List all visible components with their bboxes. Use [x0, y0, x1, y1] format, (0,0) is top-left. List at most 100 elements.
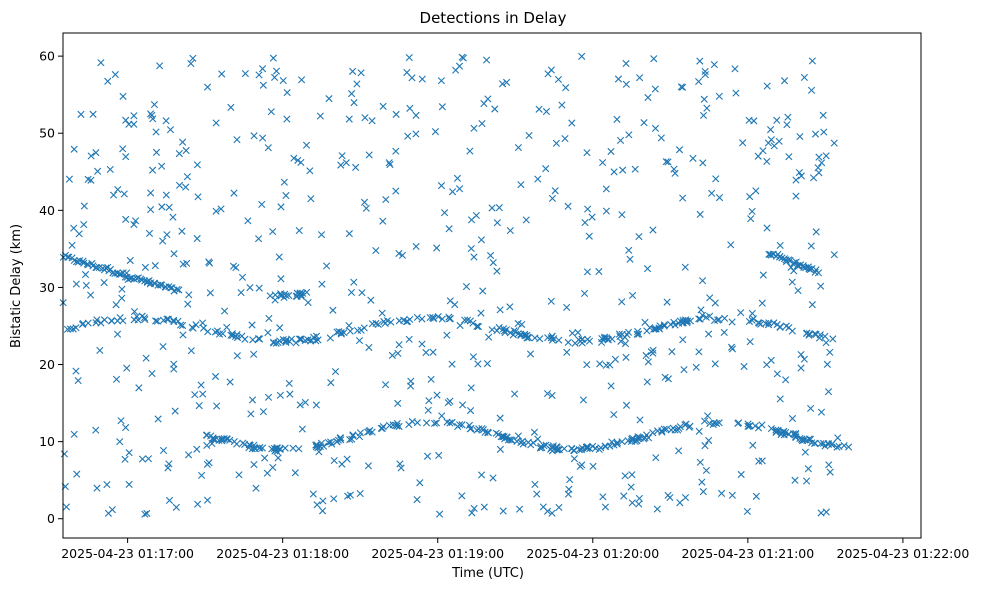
data-point-x-marker	[620, 492, 628, 500]
data-point-x-marker	[584, 205, 592, 213]
data-point-x-marker	[185, 291, 193, 299]
data-point-x-marker	[314, 336, 322, 344]
data-point-x-marker	[701, 442, 709, 450]
data-point-x-marker	[679, 316, 687, 324]
data-point-x-marker	[618, 211, 626, 219]
data-point-x-marker	[715, 315, 723, 324]
data-point-x-marker	[265, 314, 273, 323]
data-point-x-marker	[758, 421, 766, 429]
data-point-x-marker	[583, 268, 592, 276]
data-point-x-marker	[331, 367, 340, 376]
data-point-x-marker	[316, 112, 324, 120]
data-point-x-marker	[149, 115, 157, 123]
data-point-x-marker	[307, 195, 315, 203]
data-point-x-marker	[649, 226, 657, 234]
data-point-x-marker	[776, 241, 784, 250]
data-point-x-marker	[360, 198, 369, 206]
data-point-x-marker	[212, 119, 220, 127]
data-point-x-marker	[347, 288, 356, 297]
data-point-x-marker	[418, 315, 426, 323]
data-point-x-marker	[469, 319, 477, 327]
data-point-x-marker	[206, 289, 214, 297]
data-point-x-marker	[364, 462, 373, 470]
data-point-x-marker	[451, 301, 459, 309]
data-point-x-marker	[506, 226, 514, 235]
data-point-x-marker	[498, 80, 507, 88]
data-point-x-marker	[255, 71, 263, 79]
data-point-x-marker	[93, 316, 101, 324]
data-point-x-marker	[381, 381, 390, 389]
data-point-x-marker	[822, 339, 830, 347]
data-point-x-marker	[350, 99, 358, 107]
data-point-x-marker	[264, 329, 272, 337]
data-point-x-marker	[649, 429, 657, 437]
data-point-x-marker	[797, 172, 805, 180]
data-point-x-marker	[141, 510, 149, 518]
data-point-x-marker	[622, 59, 630, 68]
data-point-x-marker	[792, 176, 800, 184]
data-point-x-marker	[173, 285, 181, 294]
data-point-x-marker	[271, 291, 279, 299]
data-point-x-marker	[220, 434, 228, 443]
data-point-x-marker	[378, 309, 386, 317]
data-point-x-marker	[269, 228, 277, 236]
data-point-x-marker	[264, 144, 272, 152]
data-point-x-marker	[681, 263, 689, 271]
data-point-x-marker	[383, 317, 391, 325]
data-point-x-marker	[671, 321, 679, 329]
data-point-x-marker	[466, 407, 475, 415]
data-point-x-marker	[163, 231, 171, 239]
data-point-x-marker	[317, 439, 326, 447]
data-point-x-marker	[671, 169, 679, 177]
data-point-x-marker	[445, 225, 453, 233]
data-point-x-marker	[802, 477, 811, 485]
data-point-x-marker	[542, 107, 551, 116]
plot-area-frame	[62, 32, 922, 539]
data-point-x-marker	[337, 330, 345, 338]
data-point-x-marker	[74, 376, 82, 385]
data-point-x-marker	[810, 439, 819, 447]
data-point-x-marker	[269, 463, 277, 472]
data-point-x-marker	[350, 278, 358, 286]
data-point-x-marker	[297, 76, 306, 84]
data-point-x-marker	[608, 438, 616, 446]
data-point-x-marker	[252, 484, 260, 492]
data-point-x-marker	[125, 480, 133, 489]
data-point-x-marker	[70, 224, 78, 232]
data-point-x-marker	[65, 175, 74, 183]
data-point-x-marker	[319, 507, 327, 515]
data-point-x-marker	[323, 262, 331, 270]
data-point-x-marker	[183, 173, 192, 181]
data-point-x-marker	[660, 322, 668, 330]
data-point-x-marker	[728, 345, 737, 353]
data-point-x-marker	[467, 244, 475, 253]
data-point-x-marker	[811, 130, 820, 138]
data-point-x-marker	[676, 499, 684, 507]
data-point-x-marker	[581, 218, 589, 227]
data-point-x-marker	[601, 503, 610, 511]
data-point-x-marker	[790, 267, 798, 275]
data-point-x-marker	[94, 167, 102, 175]
data-point-x-marker	[660, 321, 668, 329]
data-point-x-marker	[280, 178, 288, 186]
data-point-x-marker	[470, 504, 478, 513]
data-point-x-marker	[699, 488, 707, 496]
data-point-x-marker	[800, 73, 808, 82]
data-point-x-marker	[220, 307, 229, 315]
data-point-x-marker	[484, 428, 492, 436]
data-point-x-marker	[496, 306, 504, 314]
data-point-x-marker	[241, 440, 249, 449]
data-point-x-marker	[436, 510, 444, 518]
data-point-x-marker	[435, 451, 443, 459]
data-point-x-marker	[374, 320, 382, 329]
data-point-x-marker	[706, 294, 714, 302]
data-point-x-marker	[740, 362, 748, 371]
data-point-x-marker	[585, 232, 593, 240]
data-point-x-marker	[277, 203, 285, 211]
data-point-x-marker	[759, 147, 767, 155]
data-point-x-marker	[291, 469, 299, 477]
data-point-x-marker	[119, 92, 127, 100]
data-point-x-marker	[349, 431, 357, 439]
data-point-x-marker	[114, 185, 122, 194]
data-point-x-marker	[362, 204, 370, 212]
